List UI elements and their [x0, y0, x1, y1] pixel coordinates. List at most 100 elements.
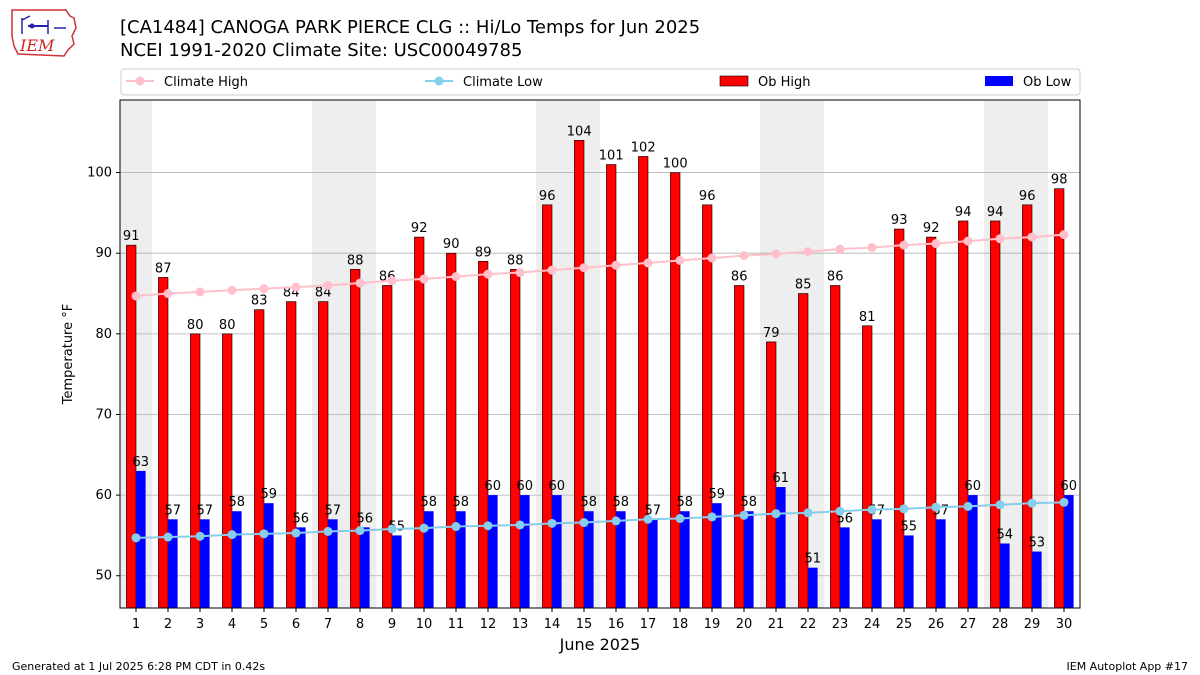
ob-low-bar [424, 511, 434, 608]
climate-high-point [387, 276, 397, 286]
ob-high-bar [478, 260, 489, 609]
climate-low-point [227, 530, 237, 540]
ob-low-label: 61 [773, 471, 790, 486]
ob-low-bar [1064, 495, 1074, 608]
x-tick-label: 4 [228, 617, 236, 632]
climate-low-point [131, 533, 141, 543]
climate-high-point [419, 274, 429, 284]
ob-low-bar [232, 511, 242, 608]
ob-high-label: 86 [827, 269, 844, 284]
climate-high-point [867, 243, 877, 253]
x-tick-label: 24 [864, 617, 881, 632]
climate-low-point [771, 509, 781, 519]
ob-low-bar [392, 535, 402, 608]
y-axis-label: Temperature °F [61, 304, 76, 405]
ob-high-bar [542, 204, 553, 609]
ob-high-label: 85 [795, 278, 812, 293]
ob-high-label: 80 [219, 318, 236, 333]
ob-low-label: 53 [1029, 536, 1046, 551]
ob-high-label: 89 [475, 245, 492, 260]
climate-low-point [611, 516, 621, 526]
ob-high-bar [222, 333, 233, 609]
legend-ob-high-swatch [719, 75, 749, 87]
climate-low-point [1027, 498, 1037, 508]
climate-high-point [547, 265, 557, 275]
climate-high-point [483, 269, 493, 279]
ob-high-label: 102 [631, 140, 656, 155]
climate-high-point [611, 260, 621, 270]
ob-low-label: 60 [965, 479, 982, 494]
ob-high-label: 98 [1051, 173, 1068, 188]
ob-high-label: 94 [955, 205, 972, 220]
climate-low-point [1059, 497, 1069, 507]
x-tick-label: 21 [768, 617, 785, 632]
x-tick-label: 22 [800, 617, 817, 632]
ob-high-bar [670, 172, 681, 609]
ob-high-label: 92 [923, 221, 940, 236]
ob-low-label: 51 [805, 552, 822, 567]
y-tick-label: 80 [95, 327, 112, 342]
ob-high-label: 88 [347, 253, 364, 268]
climate-high-point [515, 268, 525, 278]
climate-low-point [195, 531, 205, 541]
ob-low-label: 58 [613, 495, 630, 510]
y-tick-label: 90 [95, 246, 112, 261]
ob-low-label: 56 [293, 511, 310, 526]
climate-low-point [451, 522, 461, 532]
logo-text: IEM [19, 36, 55, 55]
climate-low-point [547, 518, 557, 528]
x-tick-label: 19 [704, 617, 721, 632]
ob-high-bar [638, 156, 649, 609]
ob-high-bar [862, 325, 873, 609]
ob-low-bar [264, 503, 274, 608]
ob-low-bar [616, 511, 626, 608]
ob-high-bar [702, 204, 713, 609]
climate-high-point [259, 284, 269, 294]
ob-high-bar [254, 309, 265, 609]
x-tick-label: 3 [196, 617, 204, 632]
climate-low-point [579, 518, 589, 528]
y-tick-label: 70 [95, 407, 112, 422]
x-tick-label: 2 [164, 617, 172, 632]
ob-high-label: 81 [859, 310, 876, 325]
ob-high-bar [286, 301, 297, 609]
chart-title: [CA1484] CANOGA PARK PIERCE CLG :: Hi/Lo… [120, 17, 701, 38]
ob-low-label: 55 [901, 519, 918, 534]
ob-low-label: 57 [645, 503, 662, 518]
ob-low-bar [360, 527, 370, 608]
climate-low-point [835, 506, 845, 516]
ob-high-bar [446, 252, 457, 609]
ob-high-label: 80 [187, 318, 204, 333]
ob-low-label: 60 [517, 479, 534, 494]
x-tick-label: 8 [356, 617, 364, 632]
climate-low-point [259, 529, 269, 539]
ob-high-bar [926, 236, 937, 609]
climate-high-point [771, 249, 781, 259]
x-tick-label: 27 [960, 617, 977, 632]
climate-high-point [931, 239, 941, 249]
legend-ob-low-swatch [985, 76, 1013, 86]
climate-low-point [355, 526, 365, 536]
footer-generated: Generated at 1 Jul 2025 6:28 PM CDT in 0… [12, 660, 266, 673]
ob-low-label: 58 [229, 495, 246, 510]
x-tick-label: 13 [512, 617, 529, 632]
ob-low-label: 60 [1061, 479, 1078, 494]
ob-low-bar [200, 519, 210, 608]
climate-high-point [131, 291, 141, 301]
ob-high-label: 96 [539, 189, 556, 204]
climate-low-point [739, 510, 749, 520]
climate-low-point [515, 520, 525, 530]
ob-high-bar [734, 285, 745, 609]
ob-high-bar [606, 164, 617, 609]
ob-high-bar [510, 269, 521, 609]
climate-high-point [163, 289, 173, 299]
climate-low-point [163, 532, 173, 542]
x-tick-label: 29 [1024, 617, 1041, 632]
legend-box [120, 68, 1081, 96]
x-tick-label: 11 [448, 617, 465, 632]
ob-low-label: 59 [709, 487, 726, 502]
climate-high-point [835, 244, 845, 254]
ob-low-bar [712, 503, 722, 608]
ob-high-label: 79 [763, 326, 780, 341]
x-tick-label: 7 [324, 617, 332, 632]
